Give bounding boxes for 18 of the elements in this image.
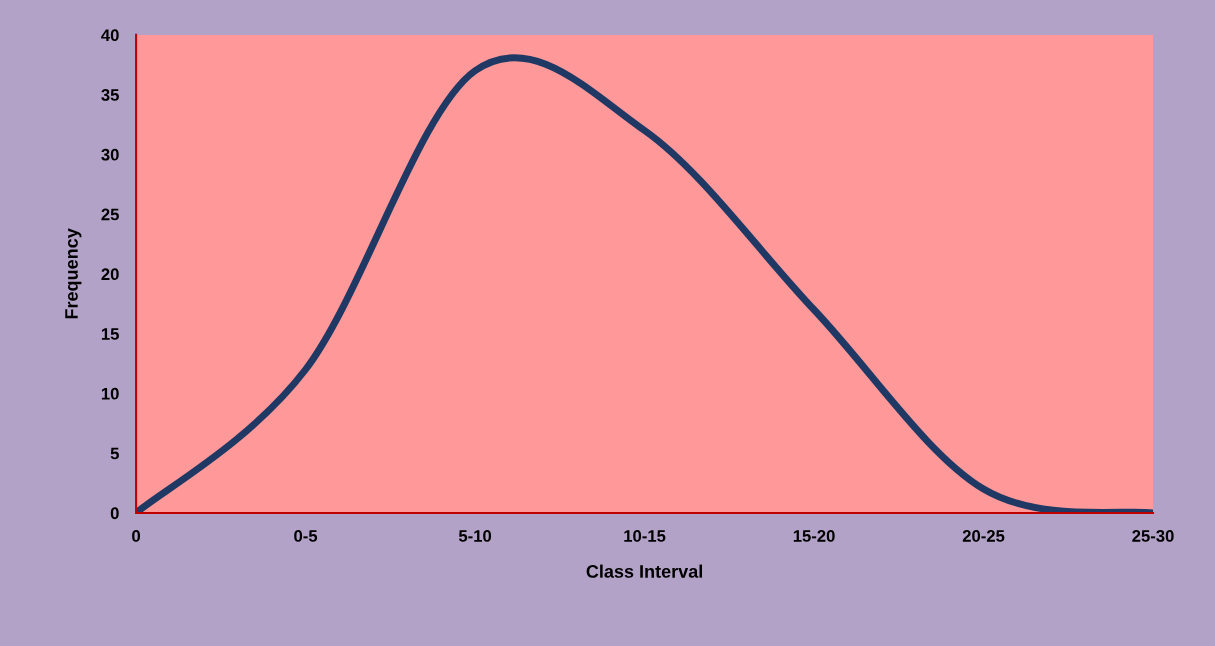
- x-tick-label: 5-10: [458, 530, 492, 542]
- y-tick-label: 0: [110, 507, 119, 520]
- y-tick-label: 35: [101, 89, 119, 101]
- y-tick-label: 10: [101, 387, 119, 400]
- y-tick-label: 40: [101, 29, 119, 42]
- x-tick-label: 0-5: [294, 530, 318, 542]
- x-tick-label: 20-25: [962, 530, 1005, 542]
- x-tick-label: 15-20: [793, 530, 835, 542]
- y-tick-label: 5: [110, 447, 119, 460]
- y-tick-label: 15: [101, 328, 119, 340]
- x-tick-label: 0: [132, 530, 141, 542]
- x-tick-label: 10-15: [624, 530, 666, 542]
- y-tick-label: 20: [101, 268, 119, 281]
- y-tick-label: 25: [101, 208, 119, 221]
- y-axis-title: Frequency: [65, 228, 82, 319]
- x-axis-title: Class Interval: [586, 564, 702, 578]
- x-tick-label: 25-30: [1132, 530, 1174, 542]
- y-tick-label: 30: [101, 148, 119, 161]
